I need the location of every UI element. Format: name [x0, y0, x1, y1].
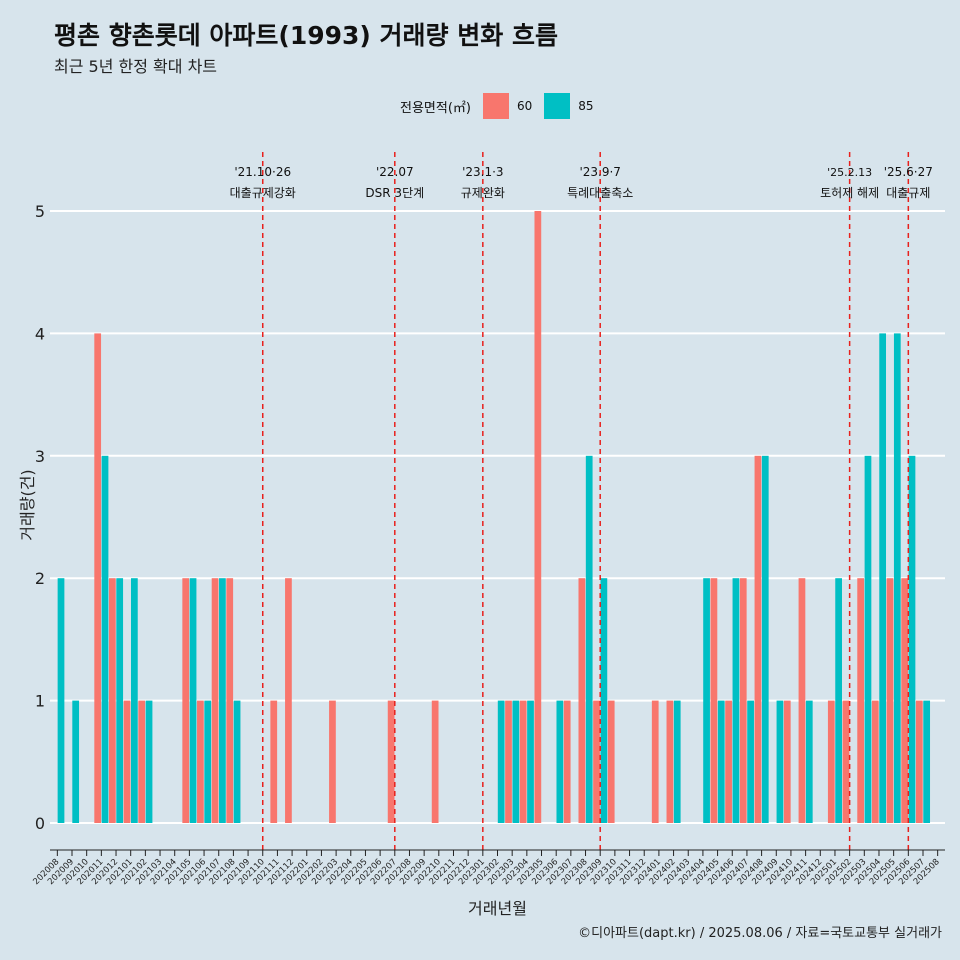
bar-60-202304 [519, 700, 527, 823]
event-label-1: DSR 3단계 [365, 186, 424, 200]
bar-85-202302 [497, 700, 505, 823]
bar-60-202309 [593, 700, 600, 823]
bar-60-202011 [94, 333, 102, 823]
bar-60-202506 [901, 578, 909, 823]
bar-85-202306 [556, 700, 564, 823]
bar-85-202008 [57, 578, 65, 823]
x-axis-title: 거래년월 [468, 899, 527, 918]
bar-60-202407 [739, 578, 747, 823]
bar-60-202502 [842, 700, 850, 823]
bar-85-202503 [864, 455, 872, 823]
legend-swatch-60 [482, 93, 509, 119]
bar-85-202303 [512, 700, 520, 823]
legend-label-85: 85 [578, 99, 594, 113]
legend-label-60: 60 [516, 99, 533, 113]
bar-60-202107 [211, 578, 219, 823]
legend: 전용면적(㎡) 60 85 [400, 93, 606, 119]
event-date-3: '23.9·7 [579, 165, 620, 179]
bar-60-202504 [871, 700, 879, 823]
event-label-5: 대출규제 [886, 186, 930, 200]
event-label-0: 대출규제강화 [230, 186, 296, 200]
bar-60-202405 [710, 578, 718, 823]
bar-60-202305 [534, 211, 542, 823]
y-tick-label-3: 3 [35, 447, 45, 466]
bar-85-202101 [130, 578, 138, 823]
event-date-4: '25.2.13 [827, 166, 872, 179]
bar-85-202505 [893, 333, 901, 823]
bar-60-202507 [915, 700, 923, 823]
bar-85-202409 [776, 700, 784, 823]
y-tick-label-1: 1 [35, 692, 45, 711]
bar-60-202308 [578, 578, 586, 823]
bar-85-202506 [908, 455, 916, 823]
bar-85-202102 [145, 700, 153, 823]
bar-85-202011 [101, 455, 109, 823]
bar-60-202501 [827, 700, 835, 823]
bar-60-202503 [857, 578, 865, 823]
y-tick-label-2: 2 [35, 569, 45, 588]
y-tick-label-0: 0 [35, 814, 45, 833]
bar-85-202108 [233, 700, 241, 823]
bar-60-202307 [563, 700, 571, 823]
chart-subtitle: 최근 5년 한정 확대 차트 [54, 57, 218, 76]
bar-85-202507 [923, 700, 931, 823]
bar-60-202406 [725, 700, 732, 823]
bar-60-202106 [197, 700, 204, 823]
bar-85-202308 [585, 455, 593, 823]
bar-60-202410 [783, 700, 791, 823]
bar-60-202105 [182, 578, 190, 823]
bar-85-202309 [600, 578, 608, 823]
bar-85-202411 [805, 700, 813, 823]
bar-60-202112 [285, 578, 292, 823]
bar-85-202504 [879, 333, 887, 823]
legend-title: 전용면적(㎡) [400, 100, 471, 116]
bar-85-202107 [219, 578, 226, 823]
event-date-2: '23.1·3 [462, 165, 503, 179]
bar-85-202404 [703, 578, 710, 823]
bar-60-202408 [754, 455, 762, 823]
source-caption: ©디아파트(dapt.kr) / 2025.08.06 / 자료=국토교통부 실… [578, 926, 942, 941]
legend-swatch-85 [544, 93, 571, 119]
bar-60-202207 [387, 700, 395, 823]
bar-85-202106 [204, 700, 212, 823]
bar-60-202411 [798, 578, 806, 823]
y-axis-title: 거래량(건) [18, 469, 37, 540]
bar-60-202505 [886, 578, 894, 823]
bar-85-202407 [747, 700, 754, 823]
bar-60-202401 [651, 700, 659, 823]
bar-85-202405 [717, 700, 725, 823]
bar-85-202408 [761, 455, 769, 823]
event-date-1: '22.07 [376, 165, 414, 179]
bar-60-202108 [226, 578, 234, 823]
bar-85-202402 [673, 700, 681, 823]
bar-60-202310 [607, 700, 615, 823]
bar-60-202203 [329, 700, 336, 823]
event-label-3: 특례대출축소 [567, 186, 633, 200]
bar-60-202102 [138, 700, 146, 823]
chart-title: 평촌 향촌롯데 아파트(1993) 거래량 변화 흐름 [54, 21, 558, 50]
event-label-2: 규제완화 [461, 186, 505, 200]
bar-85-202009 [72, 700, 80, 823]
y-tick-label-4: 4 [35, 324, 45, 343]
bar-85-202304 [527, 700, 534, 823]
bar-85-202406 [732, 578, 740, 823]
bar-85-202012 [116, 578, 124, 823]
bar-60-202402 [666, 700, 674, 823]
event-date-5: '25.6·27 [884, 165, 933, 179]
bar-60-202012 [108, 578, 116, 823]
bar-85-202105 [189, 578, 197, 823]
bar-60-202101 [123, 700, 131, 823]
event-date-0: '21.10·26 [234, 165, 291, 179]
bar-60-202210 [431, 700, 439, 823]
bar-85-202501 [835, 578, 842, 823]
bar-60-202111 [270, 700, 278, 823]
y-tick-label-5: 5 [35, 202, 45, 221]
bar-60-202303 [505, 700, 512, 823]
event-label-4: 토허제 해제 [820, 186, 879, 200]
